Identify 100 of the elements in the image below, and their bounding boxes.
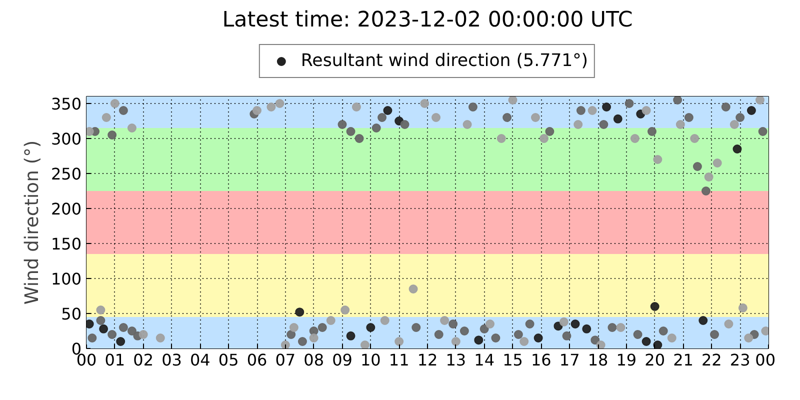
- point: [309, 334, 318, 342]
- x-tick-label: 07: [275, 350, 296, 370]
- point: [540, 134, 549, 143]
- point: [642, 106, 651, 115]
- point: [608, 323, 617, 332]
- point: [340, 306, 350, 314]
- x-tick-label: 10: [360, 350, 381, 370]
- point: [110, 99, 120, 108]
- x-tick-label: 15: [502, 350, 523, 370]
- point: [624, 99, 634, 108]
- point: [704, 172, 714, 182]
- point: [701, 186, 710, 196]
- x-tick-label: 00: [755, 350, 776, 370]
- point: [432, 113, 441, 122]
- point: [108, 330, 117, 339]
- point: [633, 330, 642, 339]
- point: [525, 320, 534, 328]
- point: [744, 334, 754, 342]
- point: [434, 330, 444, 339]
- point: [684, 113, 694, 122]
- x-tick-label: 05: [218, 350, 239, 370]
- x-tick-label: 14: [474, 350, 495, 370]
- point: [642, 337, 651, 346]
- point: [252, 106, 262, 115]
- point: [588, 106, 597, 115]
- x-tick-label: 13: [446, 350, 466, 370]
- point: [758, 127, 768, 136]
- x-tick-label: 02: [133, 350, 154, 370]
- x-tick-label: 12: [417, 350, 438, 370]
- point: [346, 331, 356, 340]
- y-tick-label: 150: [50, 234, 82, 254]
- point: [440, 316, 450, 325]
- point: [383, 106, 392, 115]
- point: [380, 316, 390, 325]
- point: [286, 330, 296, 339]
- point: [408, 284, 418, 294]
- point: [295, 308, 304, 317]
- x-tick-label: 18: [588, 350, 608, 370]
- point: [673, 96, 682, 104]
- point: [468, 102, 478, 112]
- point: [318, 323, 327, 332]
- point: [520, 337, 529, 346]
- point: [491, 334, 500, 342]
- point: [360, 340, 370, 348]
- point: [755, 96, 764, 104]
- point: [667, 334, 676, 342]
- point: [352, 102, 361, 112]
- point: [486, 320, 495, 328]
- point: [394, 337, 404, 346]
- point: [326, 316, 336, 325]
- point: [108, 130, 117, 140]
- point: [88, 334, 97, 342]
- point: [738, 303, 748, 312]
- point: [616, 323, 626, 332]
- point: [590, 336, 600, 345]
- point: [372, 124, 381, 132]
- point: [508, 96, 518, 104]
- point: [156, 334, 165, 342]
- x-tick-label: 11: [388, 350, 410, 370]
- x-tick-label: 22: [701, 350, 722, 370]
- point: [602, 102, 612, 112]
- x-tick-label: 21: [673, 350, 694, 370]
- point: [710, 330, 720, 339]
- point: [576, 106, 586, 115]
- point: [96, 306, 106, 314]
- x-tick-label: 08: [304, 350, 324, 370]
- point: [574, 120, 583, 129]
- point: [690, 134, 700, 143]
- x-tick-label: 06: [246, 350, 268, 370]
- point: [582, 324, 592, 334]
- point: [736, 113, 745, 122]
- point: [596, 340, 606, 348]
- point: [266, 102, 276, 112]
- point: [562, 331, 572, 340]
- x-tick-label: 23: [730, 350, 750, 370]
- point: [420, 99, 430, 108]
- point: [448, 320, 458, 328]
- point: [102, 113, 111, 122]
- x-tick-label: 03: [162, 350, 182, 370]
- point: [346, 127, 356, 136]
- point: [474, 336, 484, 345]
- point: [658, 326, 668, 336]
- x-tick-label: 17: [559, 350, 580, 370]
- point: [530, 113, 540, 122]
- y-axis-title: Wind direction (°): [22, 140, 43, 305]
- point: [127, 124, 136, 132]
- point: [138, 330, 148, 339]
- point: [502, 113, 512, 122]
- point: [730, 120, 739, 129]
- point: [378, 113, 387, 122]
- point: [647, 127, 656, 136]
- point: [118, 323, 128, 332]
- x-tick-label: 20: [644, 350, 666, 370]
- point: [721, 102, 730, 112]
- point: [676, 120, 685, 129]
- x-tick-label: 09: [332, 350, 352, 370]
- point: [118, 106, 128, 115]
- point: [653, 340, 662, 348]
- point: [338, 120, 347, 129]
- point: [462, 120, 472, 129]
